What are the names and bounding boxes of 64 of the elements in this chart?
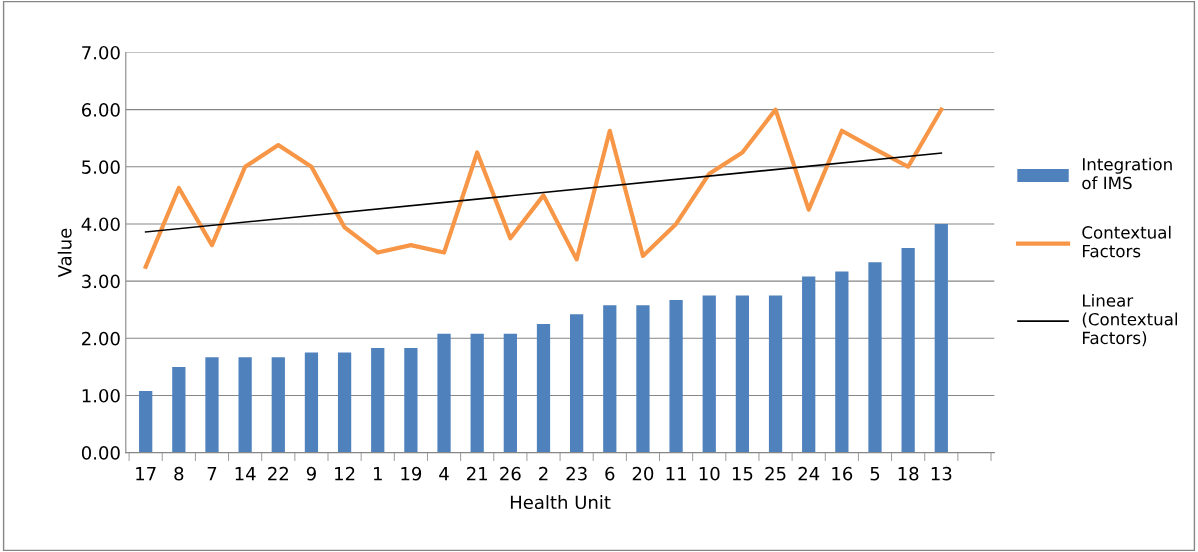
x-tick-label: 14 xyxy=(235,467,256,481)
y-tick-label: 0.00 xyxy=(81,446,120,460)
y-tick-label: 6.00 xyxy=(81,103,120,117)
bar xyxy=(868,262,882,453)
x-axis-title: Health Unit xyxy=(510,495,611,510)
bar xyxy=(768,295,783,453)
x-tick-label: 23 xyxy=(566,466,587,481)
x-tick-label: 10 xyxy=(699,466,720,481)
y-tick-label: 3.00 xyxy=(82,274,120,289)
legend-label: Linear (Contextual Factors) xyxy=(1082,293,1177,347)
x-tick-label: 17 xyxy=(136,467,156,481)
x-tick-label: 5 xyxy=(870,467,880,481)
bar xyxy=(570,314,584,453)
bar xyxy=(802,276,816,453)
x-tick-label: 12 xyxy=(335,466,355,481)
x-tick-label: 24 xyxy=(798,466,820,481)
bar xyxy=(238,357,252,453)
y-tick-label: 5.00 xyxy=(82,160,120,174)
x-tick-label: 20 xyxy=(632,466,654,481)
x-tick-label: 6 xyxy=(605,466,615,481)
bar xyxy=(702,295,716,453)
bar xyxy=(437,333,451,453)
x-tick-label: 8 xyxy=(174,466,184,481)
bar xyxy=(337,352,352,453)
x-tick-label: 15 xyxy=(732,467,753,481)
legend-label: Contextual Factors xyxy=(1082,225,1171,258)
bar xyxy=(603,305,617,453)
x-tick-label: 13 xyxy=(931,466,952,481)
x-tick-label: 7 xyxy=(207,467,217,481)
bar xyxy=(371,348,385,453)
x-tick-label: 11 xyxy=(666,467,686,481)
bar xyxy=(404,348,418,453)
bar xyxy=(271,357,285,453)
y-tick-label: 2.00 xyxy=(82,331,120,346)
bar xyxy=(669,299,683,453)
bar xyxy=(205,357,219,453)
bar xyxy=(934,223,948,453)
bar xyxy=(172,366,186,453)
bar xyxy=(503,333,517,453)
x-tick-label: 19 xyxy=(401,466,422,481)
x-tick-label: 22 xyxy=(268,466,288,481)
y-tick-label: 4.00 xyxy=(81,217,120,232)
line-series xyxy=(143,107,944,269)
x-tick-label: 26 xyxy=(500,466,521,481)
y-tick-label: 7.00 xyxy=(82,45,120,60)
bar xyxy=(139,390,153,453)
x-tick-label: 16 xyxy=(832,466,853,481)
x-tick-label: 2 xyxy=(539,466,548,481)
bar xyxy=(636,305,650,453)
bar xyxy=(835,271,849,453)
x-tick-label: 1 xyxy=(373,467,382,481)
x-tick-label: 18 xyxy=(898,466,919,481)
x-tick-label: 25 xyxy=(765,466,786,481)
x-tick-label: 21 xyxy=(467,466,488,481)
bar xyxy=(735,295,750,453)
x-tick-label: 9 xyxy=(306,466,316,481)
y-tick-label: 1.00 xyxy=(82,388,120,403)
bar xyxy=(470,333,484,453)
bar xyxy=(901,247,915,453)
x-tick-label: 4 xyxy=(439,467,449,481)
bar xyxy=(304,352,319,453)
y-axis-title: Value xyxy=(57,228,72,278)
legend-label: Integration of IMS xyxy=(1082,157,1172,190)
bar xyxy=(536,324,551,453)
